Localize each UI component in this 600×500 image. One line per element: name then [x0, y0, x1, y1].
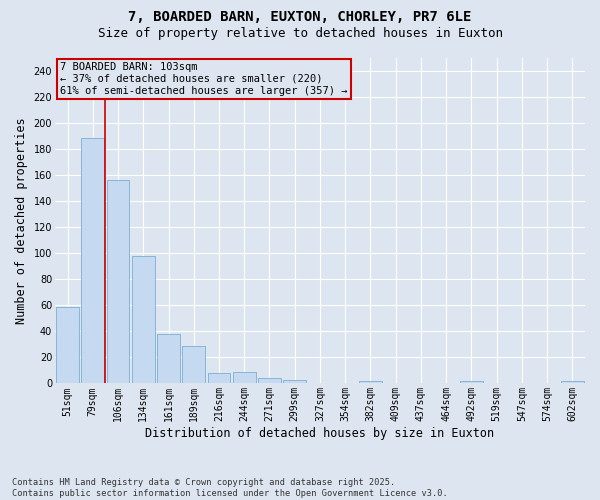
Bar: [56, 306, 79, 384]
Bar: [258, 378, 281, 384]
X-axis label: Distribution of detached houses by size in Euxton: Distribution of detached houses by size …: [145, 427, 494, 440]
Bar: [233, 372, 256, 384]
Text: Size of property relative to detached houses in Euxton: Size of property relative to detached ho…: [97, 28, 503, 40]
Bar: [460, 381, 483, 384]
Bar: [359, 381, 382, 384]
Bar: [107, 180, 130, 384]
Bar: [283, 380, 306, 384]
Bar: [82, 138, 104, 384]
Bar: [132, 256, 155, 384]
Bar: [561, 381, 584, 384]
Text: 7, BOARDED BARN, EUXTON, CHORLEY, PR7 6LE: 7, BOARDED BARN, EUXTON, CHORLEY, PR7 6L…: [128, 10, 472, 24]
Bar: [208, 373, 230, 384]
Bar: [182, 346, 205, 384]
Y-axis label: Number of detached properties: Number of detached properties: [15, 117, 28, 324]
Bar: [157, 334, 180, 384]
Text: Contains HM Land Registry data © Crown copyright and database right 2025.
Contai: Contains HM Land Registry data © Crown c…: [12, 478, 448, 498]
Text: 7 BOARDED BARN: 103sqm
← 37% of detached houses are smaller (220)
61% of semi-de: 7 BOARDED BARN: 103sqm ← 37% of detached…: [60, 62, 348, 96]
